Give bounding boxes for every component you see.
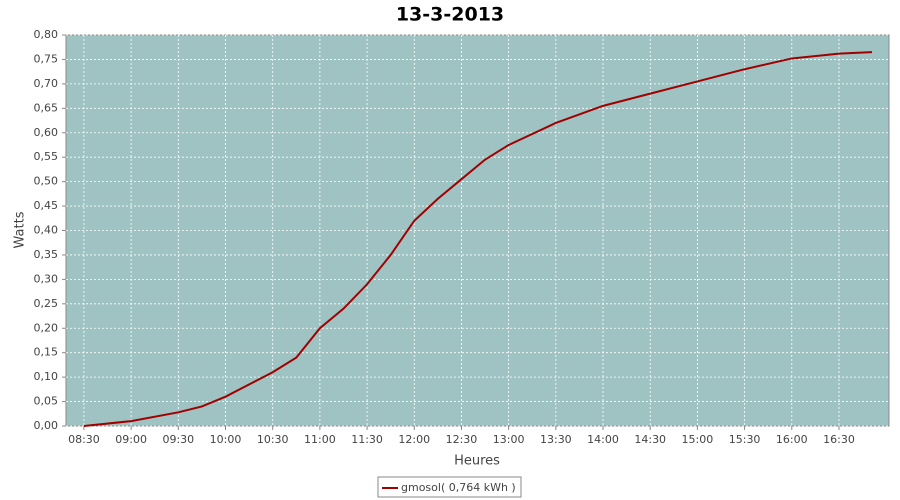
x-tick-label: 14:30 xyxy=(634,433,666,446)
y-tick-label: 0,45 xyxy=(34,199,59,212)
x-tick-label: 13:00 xyxy=(493,433,525,446)
data-line xyxy=(83,51,873,427)
y-tick-label: 0,15 xyxy=(34,346,59,359)
y-tick-label: 0,60 xyxy=(34,126,59,139)
x-tick-label: 12:00 xyxy=(398,433,430,446)
x-tick-label: 09:00 xyxy=(115,433,147,446)
x-tick-label: 08:30 xyxy=(68,433,100,446)
x-tick-label: 10:30 xyxy=(257,433,289,446)
x-tick-label: 11:30 xyxy=(351,433,383,446)
y-tick-label: 0,55 xyxy=(34,150,59,163)
x-tick-label: 10:00 xyxy=(210,433,242,446)
x-tick-label: 11:00 xyxy=(304,433,336,446)
y-tick-label: 0,50 xyxy=(34,175,59,188)
x-tick-label: 15:00 xyxy=(682,433,714,446)
x-tick-label: 16:00 xyxy=(776,433,808,446)
x-tick-label: 14:00 xyxy=(587,433,619,446)
plot-area xyxy=(65,34,890,427)
x-tick-label: 15:30 xyxy=(729,433,761,446)
y-tick-label: 0,10 xyxy=(34,370,59,383)
legend-label: gmosol( 0,764 kWh ) xyxy=(401,481,516,494)
y-tick-label: 0,05 xyxy=(34,395,59,408)
y-tick-label: 0,00 xyxy=(34,419,59,432)
y-tick-label: 0,35 xyxy=(34,248,59,261)
y-tick-label: 0,70 xyxy=(34,77,59,90)
chart-title: 13-3-2013 xyxy=(396,4,504,26)
x-tick-label: 16:30 xyxy=(823,433,855,446)
legend xyxy=(377,476,522,498)
y-tick-label: 0,40 xyxy=(34,224,59,237)
x-tick-label: 13:30 xyxy=(540,433,572,446)
y-tick-label: 0,80 xyxy=(34,28,59,41)
y-tick-label: 0,20 xyxy=(34,321,59,334)
x-tick-label: 09:30 xyxy=(162,433,194,446)
y-axis-label: Watts xyxy=(13,211,28,248)
y-tick-label: 0,30 xyxy=(34,272,59,285)
x-axis-label: Heures xyxy=(454,454,500,469)
x-tick-label: 12:30 xyxy=(446,433,478,446)
y-tick-label: 0,75 xyxy=(34,52,59,65)
y-tick-label: 0,65 xyxy=(34,101,59,114)
y-tick-label: 0,25 xyxy=(34,297,59,310)
